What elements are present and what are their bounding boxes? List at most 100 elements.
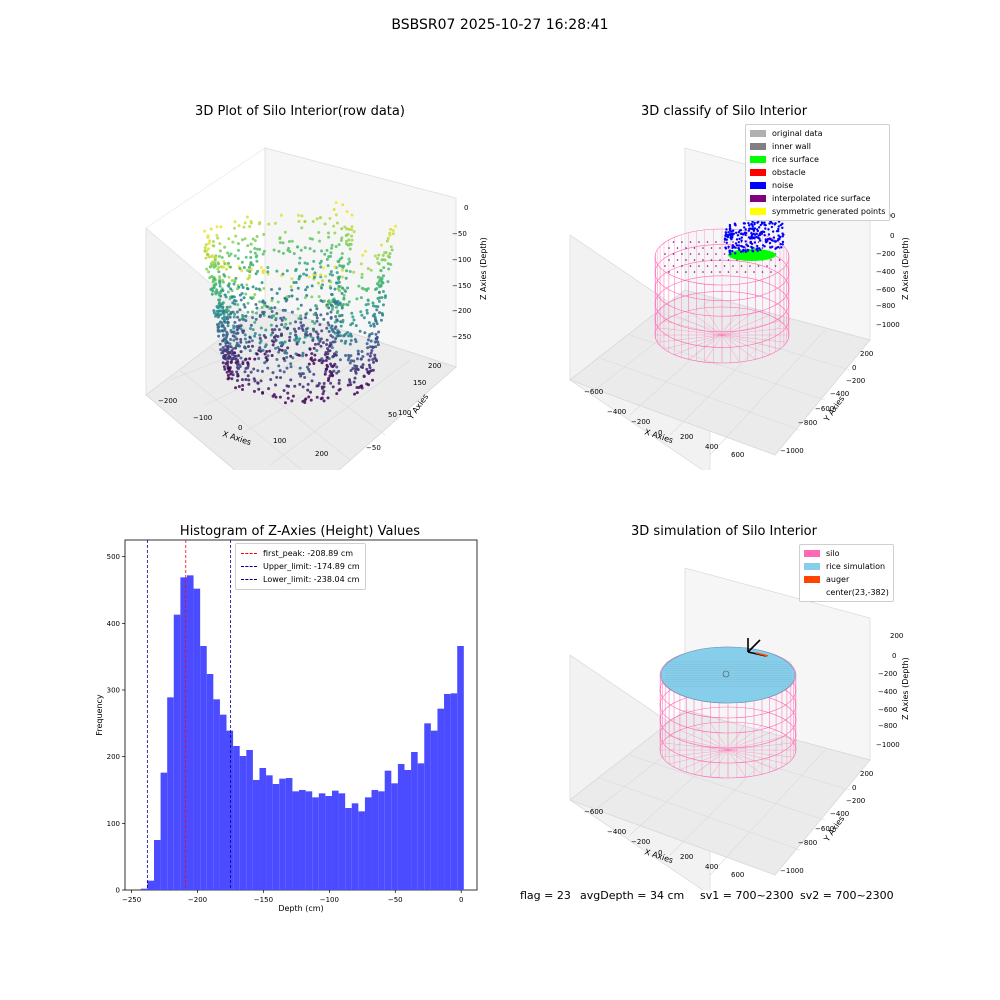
raw-point: [387, 267, 391, 271]
raw-point: [361, 365, 365, 369]
raw-point: [285, 295, 289, 299]
interpolated-point: [727, 271, 730, 273]
raw-point: [253, 292, 257, 296]
raw-point: [226, 290, 230, 294]
raw-point: [244, 357, 248, 361]
raw-point: [244, 377, 248, 381]
raw-point: [302, 272, 306, 276]
noise-point: [727, 245, 730, 249]
raw-point: [360, 313, 364, 317]
raw-point: [283, 401, 287, 405]
raw-point: [308, 370, 312, 374]
raw-point: [322, 385, 326, 389]
noise-point: [743, 226, 746, 229]
simulation-y-tick: 200: [860, 770, 873, 778]
raw-point: [373, 340, 377, 344]
raw-point: [340, 236, 344, 240]
raw-point: [255, 247, 259, 251]
raw-point: [351, 367, 355, 371]
raw-point: [291, 356, 295, 360]
histogram-x-label: Depth (cm): [278, 904, 323, 913]
raw-point: [300, 226, 304, 230]
raw-point: [253, 251, 257, 255]
raw-point: [388, 233, 392, 237]
raw-point: [305, 365, 309, 369]
raw-point: [376, 257, 380, 261]
raw-point: [311, 338, 315, 342]
raw-point: [324, 370, 328, 374]
legend-item: auger: [804, 573, 889, 586]
raw-point: [216, 328, 220, 332]
raw-point: [369, 369, 373, 373]
flag-text: flag = 23: [520, 889, 571, 902]
raw-point: [245, 287, 249, 291]
raw-point: [347, 334, 351, 338]
interpolated-point: [702, 271, 704, 273]
raw-point: [323, 222, 327, 226]
raw-point: [347, 238, 351, 242]
classify-y-tick: −800: [798, 419, 817, 427]
raw-point: [343, 225, 347, 229]
histogram-title: Histogram of Z-Axies (Height) Values: [179, 524, 421, 539]
raw-point: [267, 387, 271, 391]
noise-point: [737, 247, 740, 250]
raw-point: [366, 298, 370, 302]
raw-point: [368, 332, 372, 336]
raw-point: [274, 338, 278, 342]
raw-point: [304, 316, 308, 320]
raw-point: [371, 357, 375, 361]
raw-point: [340, 291, 344, 295]
raw-point: [326, 349, 330, 353]
raw-point: [364, 287, 368, 291]
raw-point: [326, 321, 330, 325]
histogram-bar: [371, 790, 379, 890]
raw-point: [246, 361, 250, 365]
raw-point: [236, 367, 240, 371]
simulation-3d-box: [569, 567, 871, 890]
histogram-bar: [186, 575, 194, 890]
raw-point: [336, 299, 340, 303]
raw-point: [340, 264, 344, 268]
silo-floor-line: [663, 320, 723, 336]
simulation-z-tick: −200: [878, 670, 897, 678]
raw-point: [346, 331, 350, 335]
raw-point: [337, 381, 341, 385]
raw-point: [383, 251, 387, 255]
noise-point: [758, 247, 761, 250]
raw-point: [386, 236, 390, 240]
raw-point: [249, 250, 253, 254]
raw-point: [365, 367, 369, 371]
raw-point: [207, 247, 211, 251]
simulation-3d-plot[interactable]: −600 −400 −200 0 200 400 600 −1000 −800 …: [560, 550, 920, 890]
classify-x-tick: 600: [731, 451, 744, 459]
noise-point: [774, 247, 777, 250]
raw-point: [377, 311, 381, 315]
raw-point: [248, 270, 252, 274]
raw-3d-plot[interactable]: −200 −100 0 100 200 −50 50 100 150 200 0…: [130, 130, 490, 470]
raw-point: [275, 291, 279, 295]
raw-point: [317, 295, 321, 299]
raw-point: [240, 269, 244, 273]
raw-point: [381, 253, 385, 257]
raw-point: [326, 365, 330, 369]
histogram-bar: [397, 764, 405, 890]
raw-point: [337, 369, 341, 373]
histogram-bar: [430, 730, 438, 890]
silo-floor-line: [688, 310, 723, 336]
histogram-y-ticks: 0 100 200 300 400 500: [107, 553, 125, 895]
raw-point: [319, 265, 323, 269]
raw-point: [269, 333, 273, 337]
raw-point: [373, 254, 377, 258]
raw-point: [333, 231, 337, 235]
classify-x-tick: −400: [607, 408, 626, 416]
raw-point: [283, 325, 287, 329]
raw-point: [304, 312, 308, 316]
raw-point: [292, 252, 296, 256]
raw-point: [340, 313, 344, 317]
raw-point: [349, 369, 353, 373]
raw-point: [216, 325, 220, 329]
raw-point: [306, 388, 310, 392]
raw-point: [236, 374, 240, 378]
raw-point: [355, 364, 359, 368]
histogram-chart[interactable]: −250 −200 −150 −100 −50 0 0 100 200 300 400 500 De…: [90, 530, 490, 920]
